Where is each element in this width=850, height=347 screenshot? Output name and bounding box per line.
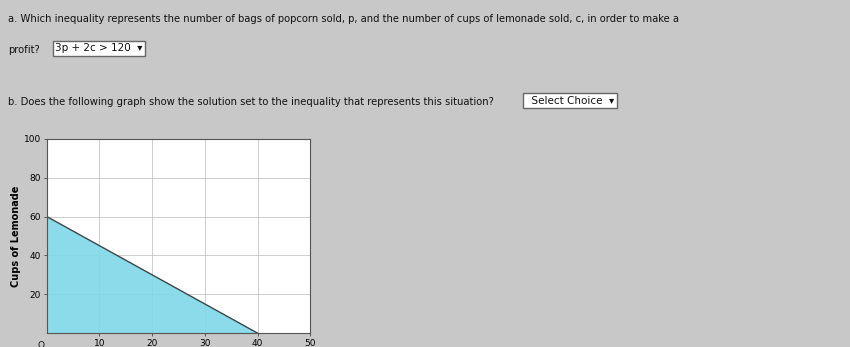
Y-axis label: Cups of Lemonade: Cups of Lemonade <box>11 185 21 287</box>
Text: Select Choice  ▾: Select Choice ▾ <box>525 96 615 106</box>
Text: b. Does the following graph show the solution set to the inequality that represe: b. Does the following graph show the sol… <box>8 97 495 107</box>
Text: O: O <box>37 341 44 347</box>
Text: 3p + 2c > 120  ▾: 3p + 2c > 120 ▾ <box>55 43 143 53</box>
Text: profit?: profit? <box>8 45 40 55</box>
Text: a. Which inequality represents the number of bags of popcorn sold, p, and the nu: a. Which inequality represents the numbe… <box>8 14 679 24</box>
